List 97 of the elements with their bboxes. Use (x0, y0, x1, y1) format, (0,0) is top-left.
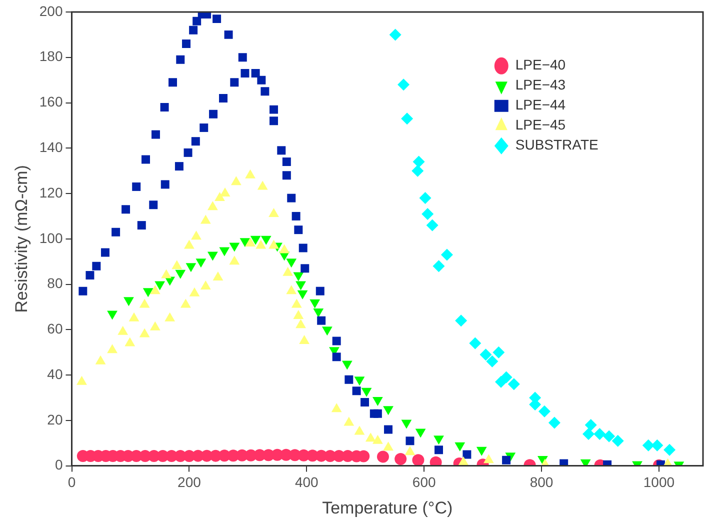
point (200, 280, 211, 290)
point (150, 321, 160, 330)
x-tick-label: 600 (412, 474, 436, 490)
point (664, 444, 676, 456)
point (383, 442, 394, 451)
point (191, 230, 202, 240)
y-tick-label: 40 (47, 366, 63, 382)
point (124, 337, 136, 346)
point (118, 326, 128, 335)
point (469, 337, 482, 350)
point (128, 312, 140, 322)
point (286, 285, 297, 294)
point (212, 271, 224, 280)
point (291, 298, 302, 308)
y-tick-label: 120 (39, 184, 63, 200)
y-tick-label: 20 (47, 411, 63, 428)
point (480, 348, 492, 361)
point (229, 256, 240, 265)
point (376, 450, 389, 463)
point (394, 452, 407, 465)
point (440, 248, 453, 261)
point (150, 285, 160, 294)
point (354, 426, 365, 435)
point (495, 376, 508, 388)
point (200, 214, 211, 224)
point (651, 439, 664, 452)
point (422, 208, 434, 220)
point (458, 456, 469, 466)
point (612, 434, 624, 447)
point (172, 260, 182, 270)
point (594, 428, 606, 440)
y-tick-label: 0 (54, 456, 63, 473)
point (230, 176, 242, 186)
legend-label: LPE−45 (515, 116, 566, 133)
point (582, 428, 594, 440)
point (455, 314, 468, 327)
point (107, 344, 118, 354)
point (164, 312, 176, 322)
point (548, 416, 560, 429)
point (279, 244, 290, 254)
legend-label: LPE−44 (515, 96, 566, 113)
point (245, 237, 256, 246)
x-tick-label: 200 (178, 474, 202, 490)
y-tick-label: 80 (47, 275, 63, 292)
x-tick-label: 0 (68, 474, 76, 490)
point (603, 430, 616, 442)
x-tick-label: 800 (530, 474, 554, 490)
point (268, 208, 279, 217)
point (492, 346, 505, 358)
point (432, 260, 445, 272)
y-tick-label: 60 (47, 320, 63, 337)
point (95, 355, 106, 364)
point (139, 298, 150, 308)
y-tick-label: 200 (39, 2, 63, 19)
point (245, 169, 256, 178)
point (293, 310, 304, 320)
point (365, 432, 376, 442)
point (257, 180, 268, 190)
point (426, 219, 438, 232)
point (296, 319, 306, 328)
x-axis-title: Temperature (°C) (322, 498, 453, 518)
legend-label: SUBSTRATE (515, 136, 598, 153)
y-tick-label: 100 (39, 230, 63, 246)
point (331, 403, 342, 412)
legend-label: LPE−43 (515, 76, 566, 93)
point (139, 328, 150, 338)
point (412, 454, 424, 466)
point (412, 164, 424, 177)
point (412, 156, 425, 168)
point (184, 240, 194, 249)
point (220, 188, 230, 197)
point (299, 335, 310, 344)
y-axis-title: Resistivity (mΩ-cm) (12, 165, 31, 313)
y-tick-label: 160 (39, 94, 63, 110)
point (538, 405, 550, 418)
point (483, 454, 494, 464)
point (268, 240, 279, 249)
point (189, 287, 200, 296)
point (214, 192, 225, 202)
point (76, 376, 87, 385)
y-tick-label: 140 (39, 139, 63, 155)
point (282, 266, 294, 276)
point (344, 416, 354, 426)
x-tick-label: 1000 (643, 474, 675, 490)
point (207, 201, 218, 210)
point (404, 446, 416, 456)
point (486, 355, 498, 368)
point (642, 439, 654, 452)
point (584, 418, 597, 431)
point (180, 298, 191, 308)
point (508, 378, 520, 390)
y-tick-label: 180 (39, 48, 63, 64)
point (256, 240, 266, 249)
point (372, 434, 383, 444)
point (161, 269, 172, 278)
x-tick-label: 400 (294, 474, 319, 490)
legend-label: LPE−40 (515, 56, 566, 73)
